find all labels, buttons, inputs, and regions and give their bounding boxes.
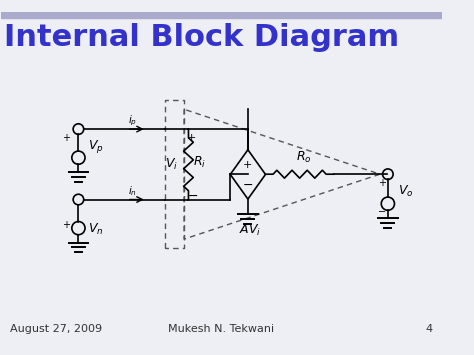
- Text: $i_p$: $i_p$: [128, 114, 137, 128]
- Text: $R_i$: $R_i$: [193, 154, 206, 170]
- Text: +: +: [378, 178, 386, 188]
- Text: $i_n$: $i_n$: [128, 184, 137, 198]
- Text: $R_o$: $R_o$: [296, 149, 312, 164]
- Text: $-$: $-$: [376, 205, 386, 215]
- Text: +: +: [243, 160, 253, 170]
- Text: $V_i$: $V_i$: [165, 157, 178, 172]
- Text: $-$: $-$: [187, 189, 198, 202]
- Bar: [1, 12, 442, 18]
- Text: +: +: [63, 220, 71, 230]
- Text: August 27, 2009: August 27, 2009: [10, 324, 102, 334]
- Text: $V_o$: $V_o$: [398, 184, 413, 200]
- Text: 4: 4: [426, 324, 433, 334]
- Text: Internal Block Diagram: Internal Block Diagram: [4, 23, 399, 53]
- Text: +: +: [187, 133, 197, 143]
- Text: $-$: $-$: [242, 178, 254, 191]
- Text: $V_n$: $V_n$: [88, 222, 104, 237]
- Text: +: +: [63, 133, 71, 143]
- Text: $V_p$: $V_p$: [88, 138, 104, 155]
- Text: Mukesh N. Tekwani: Mukesh N. Tekwani: [168, 324, 274, 334]
- Text: $AV_i$: $AV_i$: [239, 223, 261, 238]
